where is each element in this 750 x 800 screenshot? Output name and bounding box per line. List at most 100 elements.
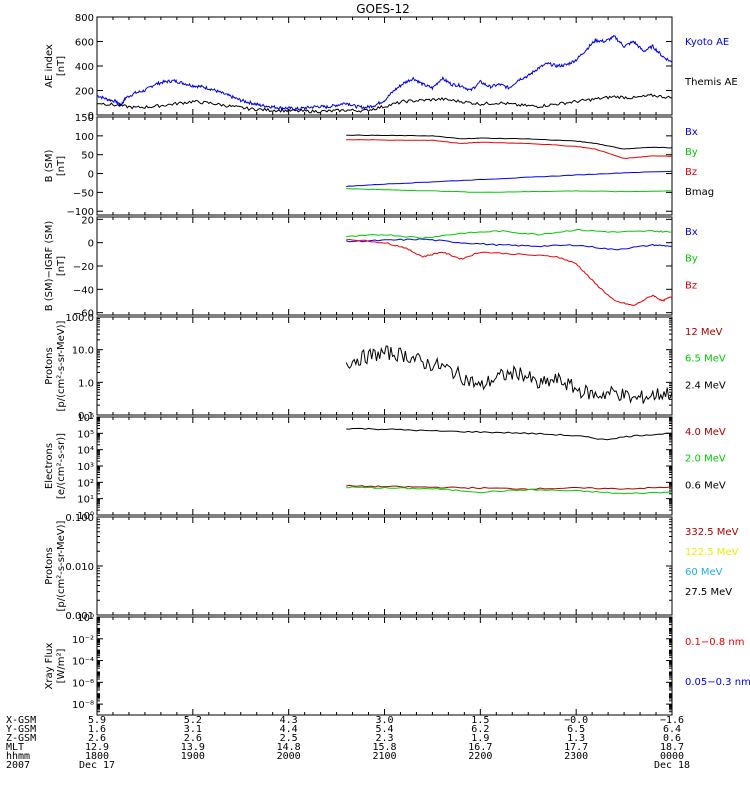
panel-b-igrf: 20 0 −20 −40 −60 B (SM)−IGRF (SM) [nT] Bx By Bz: [44, 215, 698, 319]
plot-title: GOES-12: [356, 2, 410, 16]
ephemeris-row-label: X-GSM: [6, 715, 36, 726]
panel-protons-high: 0.100 0.010 0.001 Protons [p/(cm²-s-sr-MeV)]…: [44, 513, 739, 622]
y-axis-label: B (SM): [44, 149, 55, 182]
y-tick-label: 10⁵: [77, 429, 94, 440]
panel-frame: [96, 316, 673, 416]
legend-label: 0.05−0.3 nm: [685, 677, 750, 688]
y-tick-label: 200: [75, 87, 94, 98]
legend-label: 12 MeV: [685, 327, 723, 338]
series-line: [96, 93, 673, 114]
y-tick-label: 0.100: [65, 513, 94, 524]
ephemeris-cell: 14.8: [277, 742, 301, 753]
ephemeris-cell: 2000: [277, 751, 301, 762]
y-tick-label: −60: [73, 309, 94, 320]
legend-label: Kyoto AE: [685, 37, 729, 48]
legend-label: By: [685, 254, 698, 265]
legend-label: 27.5 MeV: [685, 587, 732, 598]
legend-label: Bmag: [685, 187, 714, 198]
legend-label: Bz: [685, 280, 697, 291]
y-axis-label: B (SM)−IGRF (SM): [44, 221, 55, 312]
y-axis-units: [W/m²]: [56, 648, 67, 683]
y-axis-label: Protons: [44, 347, 55, 384]
ephemeris-cell: 18.7: [660, 742, 684, 753]
y-tick-label: 10.0: [72, 346, 94, 357]
y-tick-label: 10⁰: [77, 511, 94, 522]
series-line: [345, 345, 673, 404]
ephemeris-cell: 17.7: [564, 742, 588, 753]
legend-label: 122.5 MeV: [685, 547, 739, 558]
ephemeris-cell: 2200: [468, 751, 492, 762]
legend-label: Bz: [685, 167, 697, 178]
legend-label: Bx: [685, 127, 698, 138]
ephemeris-row-label: 2007: [6, 760, 30, 771]
y-tick-label: 0: [88, 239, 94, 250]
y-tick-label: −40: [73, 285, 94, 296]
ephemeris-cell: −0.0: [564, 715, 588, 726]
ephemeris-cell: 6.5: [567, 724, 585, 735]
ephemeris-cell: Dec 18: [654, 760, 690, 771]
y-axis-label: Xray Flux: [44, 642, 55, 689]
panel-frame: [96, 416, 673, 516]
legend-label: 0.1−0.8 nm: [685, 637, 744, 648]
ephemeris-cell: 1.6: [88, 724, 106, 735]
y-tick-label: 10⁴: [77, 446, 94, 457]
panel-b-sm: 150 100 50 0 −50 −100 B (SM) [nT] Bx By Bz Bmag: [44, 113, 714, 218]
series-line: [346, 486, 673, 495]
series-line: [346, 188, 673, 193]
y-tick-label: 400: [75, 62, 94, 73]
ephemeris-cell: 2300: [564, 751, 588, 762]
y-axis-units: [nT]: [56, 156, 67, 176]
ephemeris-cell: 2.3: [375, 733, 393, 744]
ephemeris-cell: 16.7: [468, 742, 492, 753]
panel-frame: [96, 116, 673, 216]
y-axis-label: Electrons: [44, 443, 55, 489]
ephemeris-cell: 2.5: [280, 733, 298, 744]
y-tick-label: 10⁻⁸: [72, 700, 94, 711]
y-tick-label: 0.010: [65, 562, 94, 573]
y-tick-label: 600: [75, 38, 94, 49]
series-line: [346, 134, 672, 150]
panel-frame: [96, 616, 673, 716]
y-tick-label: −50: [73, 188, 94, 199]
legend-label: 2.0 MeV: [685, 454, 726, 465]
ephemeris-cell: 1900: [181, 751, 205, 762]
y-tick-label: 10⁻⁴: [72, 657, 94, 668]
y-tick-label: 100: [75, 132, 94, 143]
y-axis-label: AE index: [44, 44, 55, 88]
panel-ae: 0 200 400 600 800 AE index [nT] Kyoto AE Themis …: [44, 13, 738, 122]
legend-label: Bx: [685, 227, 698, 238]
y-tick-label: 10³: [77, 462, 94, 473]
y-tick-label: 50: [81, 151, 94, 162]
y-tick-label: 150: [75, 113, 94, 124]
y-tick-label: 0: [88, 170, 94, 181]
legend-label: 4.0 MeV: [685, 427, 726, 438]
y-tick-label: 20: [81, 215, 94, 226]
ephemeris-cell: −1.6: [660, 715, 684, 726]
ephemeris-cell: 1.5: [471, 715, 489, 726]
y-axis-units: [p/(cm²-s-sr-MeV)]: [56, 520, 67, 611]
y-tick-label: −20: [73, 262, 94, 273]
ephemeris-cell: 2.6: [88, 733, 106, 744]
y-tick-label: 10⁰: [77, 613, 94, 624]
legend-label: 6.5 MeV: [685, 354, 726, 365]
ephemeris-cell: 2.6: [184, 733, 202, 744]
y-axis-units: [nT]: [56, 56, 67, 76]
y-axis-units: [nT]: [56, 256, 67, 276]
series-line: [346, 139, 673, 160]
legend-label: By: [685, 147, 698, 158]
y-axis-units: [e/(cm²-s-sr)]: [56, 433, 67, 499]
ephemeris-cell: 0000: [660, 751, 684, 762]
y-tick-label: 1.0: [78, 378, 94, 389]
ephemeris-cell: 5.4: [375, 724, 393, 735]
ephemeris-cell: 2100: [372, 751, 396, 762]
ephemeris-cell: 0.6: [663, 733, 681, 744]
legend-label: 332.5 MeV: [685, 527, 739, 538]
ephemeris-cell: 5.2: [184, 715, 202, 726]
ephemeris-cell: 1.3: [567, 733, 585, 744]
ephemeris-cell: 3.1: [184, 724, 202, 735]
y-tick-label: 10⁻²: [72, 635, 94, 646]
ephemeris-row-label: Z-GSM: [6, 733, 36, 744]
series-line: [346, 170, 673, 188]
ephemeris-cell: 6.2: [471, 724, 489, 735]
